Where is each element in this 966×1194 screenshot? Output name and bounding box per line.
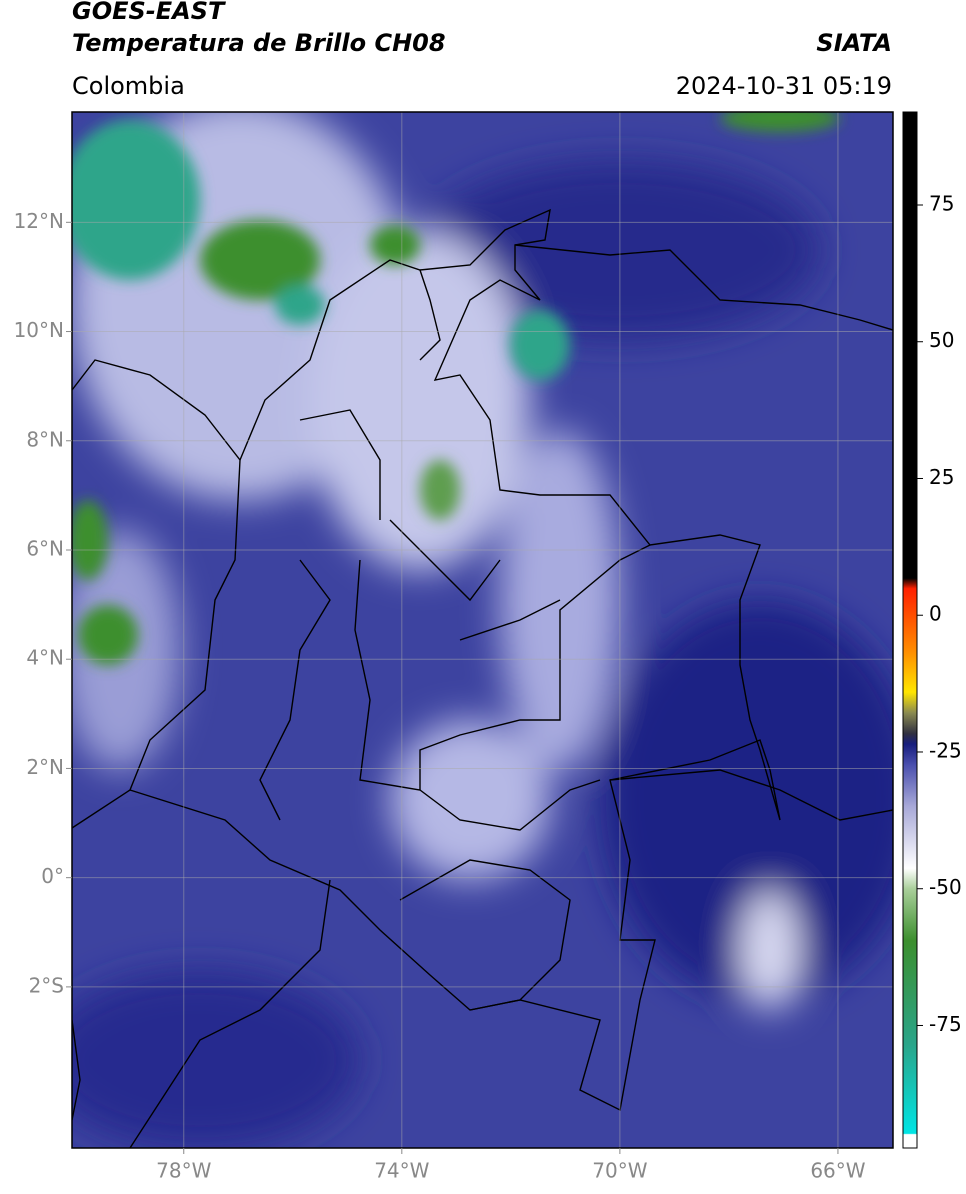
colorbar-tick-label: -75 bbox=[929, 1012, 962, 1036]
colorbar-tick-label: 25 bbox=[929, 465, 954, 489]
subtitle: Temperatura de Brillo CH08 bbox=[72, 29, 446, 57]
title: GOES-EAST bbox=[72, 0, 226, 25]
y-tick-label: 10°N bbox=[14, 318, 64, 342]
x-tick-label: 74°W bbox=[374, 1159, 429, 1183]
colorbar-tick-label: -25 bbox=[929, 738, 962, 762]
colorbar bbox=[902, 111, 918, 1149]
colorbar-tick-label: -50 bbox=[929, 875, 962, 899]
colorbar-tick-label: 75 bbox=[929, 191, 954, 215]
y-tick-label: 2°S bbox=[29, 973, 64, 997]
y-tick-label: 2°N bbox=[26, 755, 64, 779]
source: SIATA bbox=[816, 29, 892, 57]
colorbar-tick-label: 50 bbox=[929, 328, 954, 352]
x-tick-label: 70°W bbox=[592, 1159, 647, 1183]
x-tick-label: 66°W bbox=[810, 1159, 865, 1183]
datetime: 2024-10-31 05:19 bbox=[676, 72, 892, 100]
map-frame bbox=[71, 111, 894, 1149]
y-tick-label: 12°N bbox=[14, 209, 64, 233]
y-tick-label: 0° bbox=[41, 864, 64, 888]
colorbar-tick-label: 0 bbox=[929, 602, 942, 626]
y-tick-label: 8°N bbox=[26, 427, 64, 451]
y-tick-label: 4°N bbox=[26, 646, 64, 670]
region: Colombia bbox=[72, 72, 185, 100]
x-tick-label: 78°W bbox=[156, 1159, 211, 1183]
y-tick-label: 6°N bbox=[26, 536, 64, 560]
satellite-image bbox=[72, 112, 893, 1148]
borders bbox=[72, 208, 893, 1148]
